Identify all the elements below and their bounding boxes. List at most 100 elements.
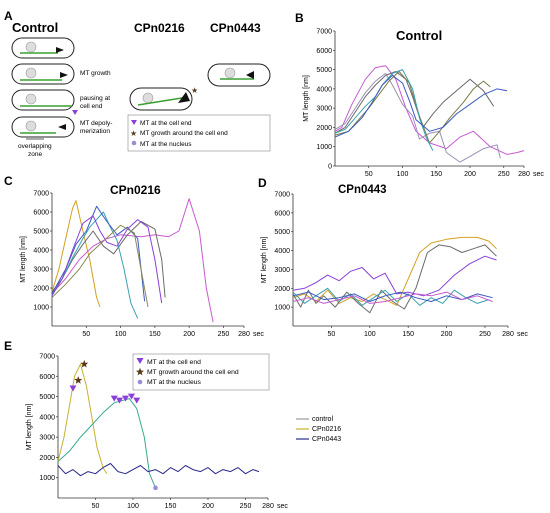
marker-legend-text: MT growth around the cell end xyxy=(147,369,239,376)
series-line-7 xyxy=(51,224,149,308)
y-tick-label: 1000 xyxy=(33,305,49,312)
panel-a-legend: MT at the cell end ★ MT growth around th… xyxy=(127,114,271,152)
chart-title: Control xyxy=(396,28,442,43)
y-axis-label: MT length [nm] xyxy=(26,404,33,451)
chart-panel-d: D CPn0443 1000 2000 3000 4000 5000 6000 7000 50 10… xyxy=(258,176,528,338)
y-tick-label: 6000 xyxy=(274,210,290,217)
y-tick-label: 5000 xyxy=(316,67,332,74)
x-tick-label: 280 xyxy=(238,331,250,338)
cpn0216-column-title: CPn0216 xyxy=(134,21,185,35)
y-tick-label: 7000 xyxy=(316,29,332,36)
y-tick-label: 4000 xyxy=(316,86,332,93)
marker-legend-text: MT at the nucleus xyxy=(147,379,202,386)
line-legend-text: CPn0216 xyxy=(312,426,341,433)
overlap-label-1: overlapping xyxy=(18,143,52,150)
triangle-marker xyxy=(122,395,129,402)
panel-letter: B xyxy=(295,11,304,25)
y-tick-label: 0 xyxy=(328,164,332,171)
star-marker xyxy=(80,359,89,368)
star-icon: ★ xyxy=(130,129,137,138)
series-line-2 xyxy=(334,72,501,163)
panel-letter: E xyxy=(4,339,12,353)
triangle-marker xyxy=(116,397,123,404)
cpn0443-column-title: CPn0443 xyxy=(210,21,261,35)
chart-panel-c: C CPn0216 1000 2000 3000 4000 5000 6000 7000 50 10… xyxy=(4,174,264,338)
y-tick-label: 7000 xyxy=(274,192,290,199)
series-line-6 xyxy=(334,74,508,138)
x-axis-label: sec xyxy=(253,331,264,338)
y-tick-label: 1000 xyxy=(316,144,332,151)
x-tick-label: 50 xyxy=(327,331,335,338)
charts-layer: B Control 0 1000 2000 3000 4000 5000 6000 7000 50 1… xyxy=(4,11,544,510)
x-tick-label: 150 xyxy=(149,331,161,338)
y-tick-label: 7000 xyxy=(33,191,49,198)
y-tick-label: 4000 xyxy=(274,248,290,255)
chart-panel-e: E 1000 2000 3000 4000 5000 6000 7000 50 100 150 200… xyxy=(4,339,341,510)
series-line-6 xyxy=(292,291,493,304)
control-cell-2 xyxy=(11,63,75,85)
panel-letter: D xyxy=(258,176,267,190)
series-line-1 xyxy=(334,65,525,155)
series-line-1 xyxy=(292,236,497,306)
y-tick-label: 2000 xyxy=(274,286,290,293)
series-line-5 xyxy=(292,291,493,302)
y-tick-label: 1000 xyxy=(274,305,290,312)
series-line-2 xyxy=(292,244,497,314)
line-legend: control CPn0216 CPn0443 xyxy=(296,416,341,443)
x-tick-label: 250 xyxy=(498,171,510,178)
triangle-marker xyxy=(128,393,135,400)
y-tick-label: 2000 xyxy=(316,125,332,132)
control-cell-4 xyxy=(11,116,75,138)
row-label-pausing: pausing at xyxy=(80,95,110,102)
line-legend-text: CPn0443 xyxy=(312,436,341,443)
x-axis-label: sec xyxy=(277,503,288,510)
dot-icon xyxy=(131,140,137,146)
series-line-1 xyxy=(51,200,101,308)
x-tick-label: 50 xyxy=(365,171,373,178)
y-axis-label: MT length [nm] xyxy=(303,75,310,122)
series-line-2 xyxy=(57,398,156,489)
y-tick-label: 4000 xyxy=(39,414,55,421)
x-tick-label: 250 xyxy=(218,331,230,338)
row-label-cell-end: cell end xyxy=(80,103,103,110)
y-tick-label: 5000 xyxy=(274,229,290,236)
y-tick-label: 3000 xyxy=(39,435,55,442)
row-label-depoly: MT depoly- xyxy=(80,120,112,127)
x-tick-label: 200 xyxy=(464,171,476,178)
y-tick-label: 3000 xyxy=(33,267,49,274)
legend-box xyxy=(132,353,270,391)
star-marker xyxy=(74,376,83,384)
series-line-6 xyxy=(51,215,163,304)
control-cell-3 xyxy=(11,89,78,115)
x-tick-label: 250 xyxy=(240,503,252,510)
y-tick-label: 3000 xyxy=(316,106,332,113)
triangle-icon xyxy=(136,358,144,364)
row-label-merization: merization xyxy=(80,128,110,135)
y-tick-label: 6000 xyxy=(316,48,332,55)
series-line-5 xyxy=(334,69,434,151)
legend-a-nucleus: MT at the nucleus xyxy=(140,141,192,148)
x-tick-label: 280 xyxy=(262,503,274,510)
panel-letter: C xyxy=(4,174,13,188)
cpn0443-cell xyxy=(207,63,271,87)
series-line-3 xyxy=(292,255,497,297)
y-axis-label: MT length [nm] xyxy=(20,236,27,283)
triangle-marker xyxy=(110,395,118,402)
x-tick-label: 200 xyxy=(202,503,214,510)
star-icon xyxy=(136,367,144,376)
legend-a-cell-end: MT at the cell end xyxy=(140,120,192,127)
marker-legend: MT at the cell end MT growth around the c… xyxy=(132,353,270,391)
triangle-marker xyxy=(133,397,141,404)
chart-title: CPn0216 xyxy=(110,183,161,197)
x-tick-label: 50 xyxy=(82,331,90,338)
legend-a-growth-around: MT growth around the cell end xyxy=(140,130,228,137)
series-line-4 xyxy=(334,71,491,144)
control-column-title: Control xyxy=(12,20,58,35)
dot-icon xyxy=(137,379,143,385)
y-tick-label: 6000 xyxy=(33,210,49,217)
cpn0216-cell: ★ xyxy=(129,86,198,111)
panel-a: A Control CPn0216 CPn0443 MT growth paus… xyxy=(4,9,271,158)
x-tick-label: 280 xyxy=(502,331,514,338)
x-tick-label: 200 xyxy=(183,331,195,338)
